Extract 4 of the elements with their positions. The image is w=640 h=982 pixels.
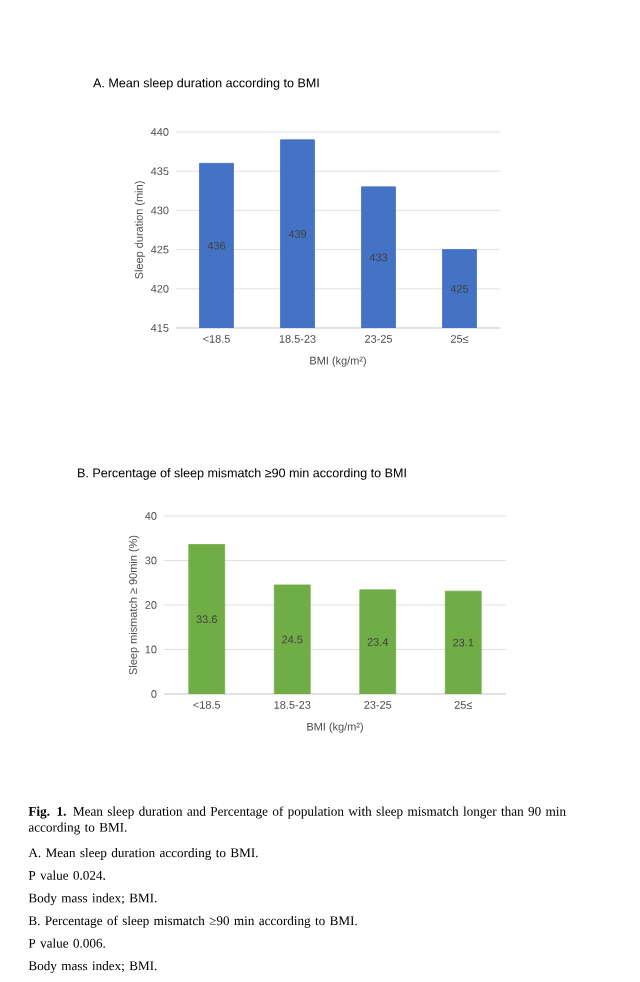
bar <box>273 584 311 694</box>
bar <box>359 589 397 694</box>
bar <box>444 590 482 694</box>
bar <box>188 544 226 694</box>
